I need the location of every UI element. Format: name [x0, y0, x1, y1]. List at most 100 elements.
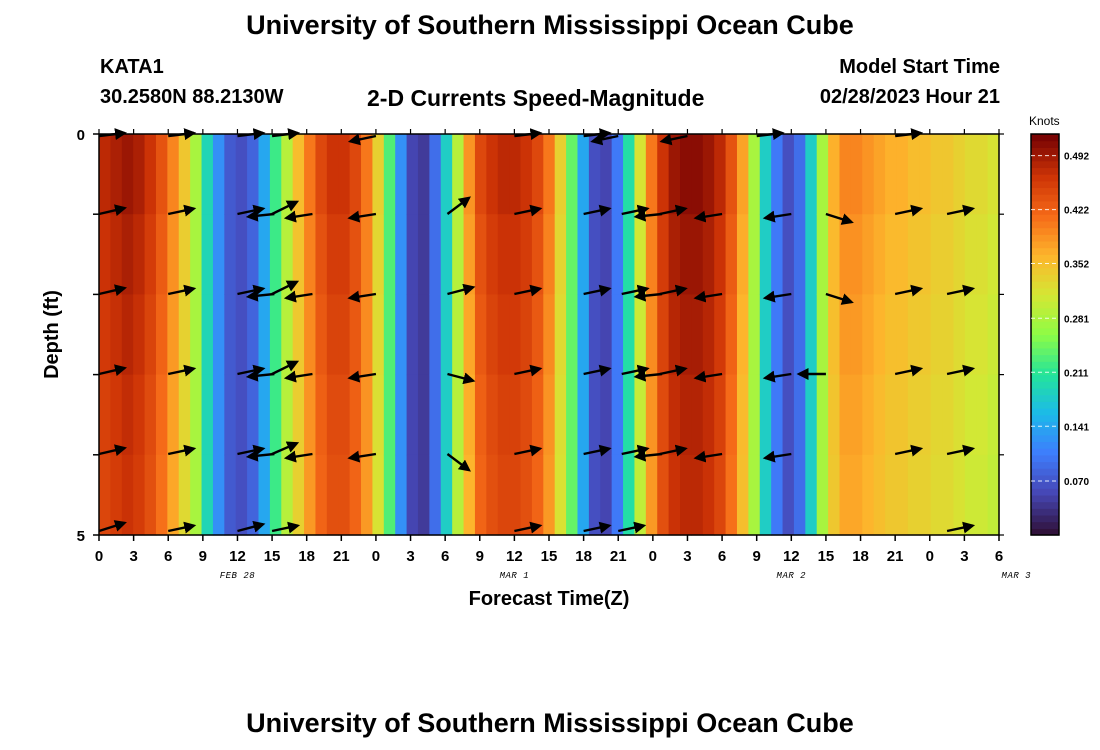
heatmap-cell	[509, 134, 522, 215]
heatmap-cell	[269, 454, 282, 536]
current-vector-arrow	[347, 450, 377, 463]
heatmap-cell	[600, 374, 613, 456]
heatmap-cell	[509, 214, 522, 295]
heatmap-cell	[429, 214, 442, 295]
heatmap-cell	[566, 134, 579, 215]
heatmap-cell	[725, 294, 738, 376]
heatmap-cell	[964, 294, 977, 376]
heatmap-cell	[657, 214, 670, 295]
current-vector-arrow	[347, 370, 377, 383]
current-vector-arrow	[167, 364, 197, 377]
y-tick-label: 0	[77, 127, 85, 144]
heatmap-cell	[771, 374, 784, 456]
x-tick-label: 0	[372, 548, 380, 565]
colorbar-segment	[1031, 214, 1059, 222]
colorbar-segment	[1031, 174, 1059, 182]
heatmap-cell	[406, 294, 419, 376]
heatmap-cell	[714, 214, 727, 295]
heatmap-cell	[725, 374, 738, 456]
heatmap-cell	[474, 134, 487, 215]
heatmap-cell	[987, 134, 1000, 215]
heatmap-cell	[258, 214, 271, 295]
page-title: University of Southern Mississippi Ocean…	[246, 10, 854, 40]
heatmap-cell	[247, 134, 260, 215]
colorbar-segment	[1031, 374, 1059, 382]
heatmap-cell	[953, 374, 966, 456]
heatmap-cell	[828, 134, 841, 215]
heatmap-cell	[771, 134, 784, 215]
heatmap-cell	[486, 454, 499, 536]
heatmap-cell	[657, 134, 670, 215]
heatmap-cell	[155, 294, 168, 376]
current-vector-arrow	[894, 444, 924, 457]
heatmap-cell	[315, 294, 328, 376]
heatmap-cell	[417, 214, 430, 295]
heatmap-cell	[896, 454, 909, 536]
colorbar-segment	[1031, 381, 1059, 389]
heatmap-cell	[828, 214, 841, 295]
heatmap-cell	[668, 454, 681, 536]
heatmap-cell	[873, 454, 886, 536]
colorbar-segment	[1031, 468, 1059, 476]
heatmap-cell	[816, 454, 829, 536]
heatmap-cell	[326, 374, 339, 456]
heatmap-cell	[167, 454, 180, 536]
current-vector-arrow	[583, 364, 612, 377]
heatmap-cell	[178, 454, 191, 536]
heatmap-cell	[588, 374, 601, 456]
heatmap-cell	[736, 214, 749, 295]
heatmap-cell	[212, 214, 225, 295]
current-vector-arrow	[514, 521, 543, 534]
heatmap-cell	[953, 454, 966, 536]
heatmap-cell	[406, 374, 419, 456]
heatmap-cell	[133, 294, 146, 376]
heatmap-cell	[930, 214, 943, 295]
heatmap-cell	[315, 134, 328, 215]
heatmap-cell	[121, 374, 134, 456]
heatmap-cell	[258, 374, 271, 456]
current-vector-arrow	[894, 204, 924, 217]
heatmap-cell	[326, 214, 339, 295]
colorbar-tick-label: 0.281	[1064, 314, 1089, 325]
colorbar-frame	[1030, 133, 1060, 536]
heatmap-cell	[736, 294, 749, 376]
heatmap-cell	[520, 374, 533, 456]
heatmap-cell	[816, 374, 829, 456]
heatmap-cell	[828, 374, 841, 456]
heatmap-cell	[885, 294, 898, 376]
heatmap-cell	[190, 294, 203, 376]
heatmap-cell	[235, 134, 248, 215]
current-speed-chart: 050 3 6 9 12 15 18 21 0 3 6 9 12 15 18 21 0 3 6 9 12 15 18 21 0 3…	[41, 114, 1089, 610]
heatmap-cell	[201, 454, 214, 536]
heatmap-cell	[144, 454, 157, 536]
current-vector-arrow	[895, 128, 924, 141]
colorbar-segment	[1031, 354, 1059, 362]
current-vector-arrow	[946, 521, 976, 534]
heatmap-cell	[953, 134, 966, 215]
heatmap-cell	[725, 454, 738, 536]
heatmap-cell	[896, 374, 909, 456]
heatmap-cell	[486, 374, 499, 456]
heatmap-cell	[759, 374, 772, 456]
current-vector-arrow	[659, 284, 688, 297]
colorbar-segment	[1031, 220, 1059, 229]
heatmap-cell	[395, 214, 408, 295]
heatmap-cell	[748, 134, 761, 215]
heatmap-cell	[486, 214, 499, 295]
heatmap-cell	[121, 294, 134, 376]
current-vector-arrow	[98, 444, 127, 457]
heatmap-cell	[269, 134, 282, 215]
current-vector-arrow	[446, 453, 471, 472]
heatmap-cell	[452, 374, 465, 456]
heatmap-cell	[178, 134, 191, 215]
heatmap-cell	[942, 454, 955, 536]
heatmap-cell	[167, 134, 180, 215]
heatmap-cell	[942, 294, 955, 376]
heatmap-cell	[304, 214, 317, 295]
heatmap-cell	[714, 454, 727, 536]
heatmap-cell	[850, 134, 863, 215]
heatmap-cell	[452, 214, 465, 295]
heatmap-cell	[725, 134, 738, 215]
heatmap-cell	[907, 294, 920, 376]
heatmap-cell	[600, 294, 613, 376]
